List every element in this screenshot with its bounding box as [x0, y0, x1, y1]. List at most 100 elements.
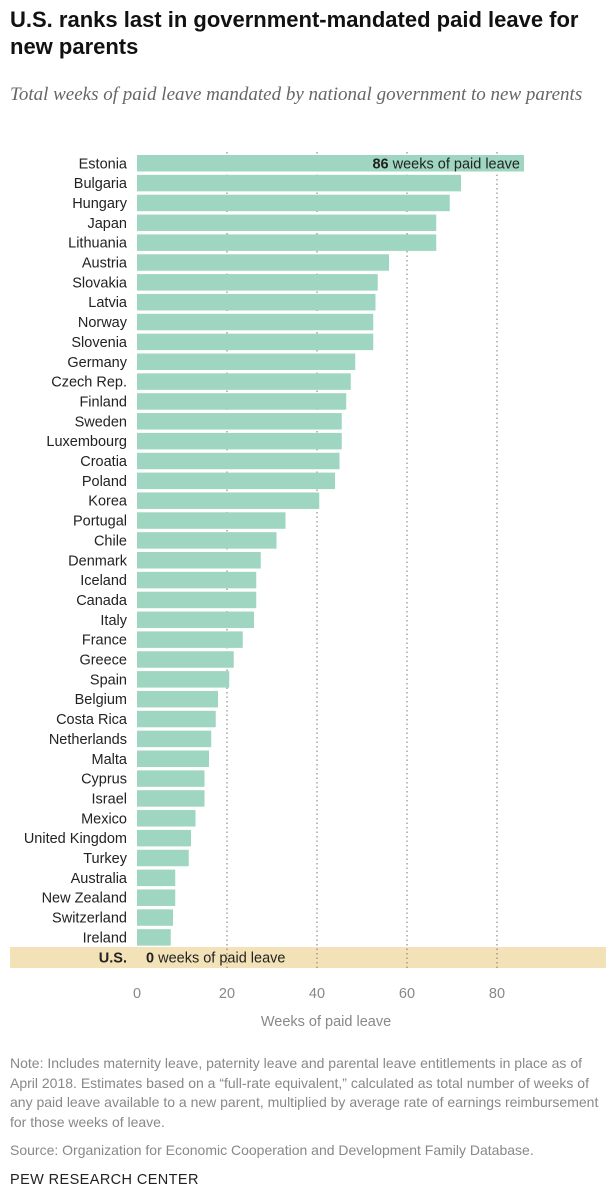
bar [137, 373, 351, 390]
bar [137, 353, 356, 370]
category-label: Malta [92, 752, 128, 768]
annotation-text: weeks of paid leave [154, 950, 285, 966]
bar [137, 829, 191, 847]
category-label: Ireland [83, 930, 127, 946]
bar-annotation: 0 weeks of paid leave [146, 950, 285, 966]
bar [137, 671, 230, 688]
chart-source: Source: Organization for Economic Cooper… [10, 1142, 534, 1158]
bar [137, 929, 171, 946]
category-label: Belgium [75, 692, 127, 708]
bar [137, 750, 209, 767]
pew-logo-text: PEW RESEARCH CENTER [10, 1172, 199, 1188]
category-label: Germany [67, 355, 127, 371]
bar [137, 452, 340, 470]
bar [137, 254, 389, 271]
bar [137, 274, 378, 291]
category-label: Switzerland [52, 911, 127, 927]
category-label: Norway [78, 315, 128, 331]
category-label: Cyprus [81, 772, 127, 788]
category-label: Spain [90, 672, 127, 688]
bar [137, 730, 212, 748]
category-label: Sweden [75, 414, 127, 430]
bar [137, 849, 189, 867]
bar [137, 591, 257, 609]
bar [137, 571, 257, 589]
category-label: Korea [88, 494, 128, 510]
category-label: Hungary [72, 196, 128, 212]
bar [137, 810, 196, 827]
category-label: Austria [82, 256, 128, 272]
bar [137, 869, 176, 887]
bar-chart: Estonia Bulgaria Hungary Japan Lithuania Aust… [10, 152, 606, 1030]
category-label: New Zealand [42, 891, 127, 907]
category-label: Australia [71, 871, 128, 887]
bar [137, 690, 218, 708]
bar [137, 313, 374, 331]
category-label: Finland [79, 394, 127, 410]
bar [137, 512, 286, 529]
x-axis-label: Weeks of paid leave [261, 1014, 391, 1030]
category-label: France [82, 633, 127, 649]
category-label: Canada [76, 593, 128, 609]
highlight-band [10, 947, 606, 968]
category-label: Luxembourg [46, 434, 127, 450]
category-label: Croatia [80, 454, 128, 470]
category-label: Poland [82, 474, 127, 490]
bar [137, 611, 254, 629]
chart-note: Note: Includes maternity leave, paternit… [10, 1055, 599, 1130]
category-label: Estonia [79, 156, 128, 172]
category-label: Bulgaria [74, 176, 128, 192]
bar [137, 790, 205, 807]
x-tick-label: 0 [133, 986, 141, 1002]
x-tick-label: 80 [489, 986, 505, 1002]
bar [137, 333, 374, 351]
category-label: Mexico [81, 811, 127, 827]
category-label: Israel [92, 791, 127, 807]
bar [137, 552, 261, 569]
bar [137, 710, 216, 728]
bar [137, 413, 342, 430]
category-label: U.S. [99, 950, 127, 966]
bar [137, 155, 524, 172]
bar [137, 651, 234, 668]
category-label: United Kingdom [24, 831, 127, 847]
category-label: Slovenia [71, 335, 128, 351]
bar [137, 889, 176, 906]
bar [137, 293, 376, 311]
bar [137, 492, 320, 509]
category-label: Slovakia [72, 275, 128, 291]
annotation-text: weeks of paid leave [389, 156, 520, 172]
bar [137, 432, 342, 450]
bar-annotation: 86 weeks of paid leave [372, 156, 520, 172]
category-label: Italy [100, 613, 127, 629]
bar [137, 532, 277, 549]
category-label: Lithuania [68, 236, 128, 252]
bar [137, 631, 243, 648]
bar [137, 472, 335, 490]
bar [137, 174, 461, 192]
bar [137, 214, 437, 232]
category-label: Japan [87, 216, 127, 232]
bar [137, 770, 205, 787]
category-label: Netherlands [49, 732, 127, 748]
x-tick-label: 40 [309, 986, 325, 1002]
category-label: Portugal [73, 514, 127, 530]
category-label: Costa Rica [56, 712, 128, 728]
x-tick-label: 20 [219, 986, 235, 1002]
category-label: Denmark [68, 553, 128, 569]
annotation-value: 86 [372, 156, 388, 172]
bar [137, 909, 173, 926]
category-label: Greece [79, 653, 127, 669]
chart-title: U.S. ranks last in government-mandated p… [10, 7, 579, 59]
annotation-value: 0 [146, 950, 154, 966]
category-label: Czech Rep. [51, 375, 127, 391]
category-label: Latvia [88, 295, 128, 311]
category-label: Chile [94, 533, 127, 549]
category-label: Turkey [83, 851, 128, 867]
bar [137, 234, 437, 251]
chart-subtitle: Total weeks of paid leave mandated by na… [10, 84, 583, 105]
x-tick-label: 60 [399, 986, 415, 1002]
bar [137, 393, 347, 410]
category-label: Iceland [80, 573, 127, 589]
bar [137, 194, 450, 212]
